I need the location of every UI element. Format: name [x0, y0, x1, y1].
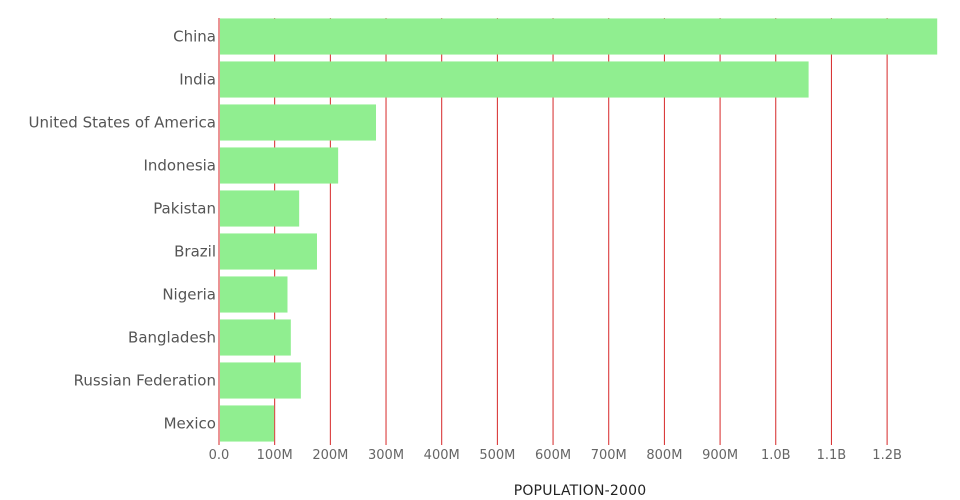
bar-russian-federation[interactable] — [220, 362, 301, 399]
category-label: India — [179, 71, 216, 89]
category-label: Nigeria — [162, 286, 216, 304]
x-tick-label: 200M — [312, 448, 348, 463]
x-tick-label: 700M — [591, 448, 627, 463]
bar-indonesia[interactable] — [220, 147, 339, 184]
category-label: Bangladesh — [128, 329, 216, 347]
category-label: Brazil — [174, 243, 216, 261]
x-tick-label: 1.1B — [817, 448, 847, 463]
bar-nigeria[interactable] — [220, 276, 288, 313]
bar-bangladesh[interactable] — [220, 319, 291, 356]
bar-china[interactable] — [220, 18, 938, 55]
category-label: United States of America — [29, 114, 216, 132]
x-tick-label: 300M — [368, 448, 404, 463]
category-label: Indonesia — [143, 157, 216, 175]
category-label: China — [173, 28, 216, 46]
x-tick-label: 400M — [424, 448, 460, 463]
x-axis-title: POPULATION-2000 — [514, 483, 647, 499]
x-tick-label: 0.0 — [209, 448, 230, 463]
x-tick-label: 1.2B — [872, 448, 902, 463]
bars — [220, 18, 938, 442]
category-label: Russian Federation — [74, 372, 216, 390]
bar-mexico[interactable] — [220, 405, 275, 442]
bar-united-states-of-america[interactable] — [220, 104, 377, 141]
x-tick-label: 800M — [646, 448, 682, 463]
x-tick-label: 500M — [479, 448, 515, 463]
x-tick-label: 600M — [535, 448, 571, 463]
x-tick-label: 1.0B — [761, 448, 791, 463]
x-tick-label: 900M — [702, 448, 738, 463]
bar-brazil[interactable] — [220, 233, 317, 270]
bar-india[interactable] — [220, 61, 809, 98]
x-tick-label: 100M — [257, 448, 293, 463]
bar-pakistan[interactable] — [220, 190, 300, 227]
category-labels: China India United States of America Indone… — [29, 28, 216, 433]
category-label: Pakistan — [153, 200, 216, 218]
x-tick-labels: 0.0 100M 200M 300M 400M 500M 600M 700M 800M 900M 1… — [209, 448, 902, 463]
category-label: Mexico — [164, 415, 216, 433]
